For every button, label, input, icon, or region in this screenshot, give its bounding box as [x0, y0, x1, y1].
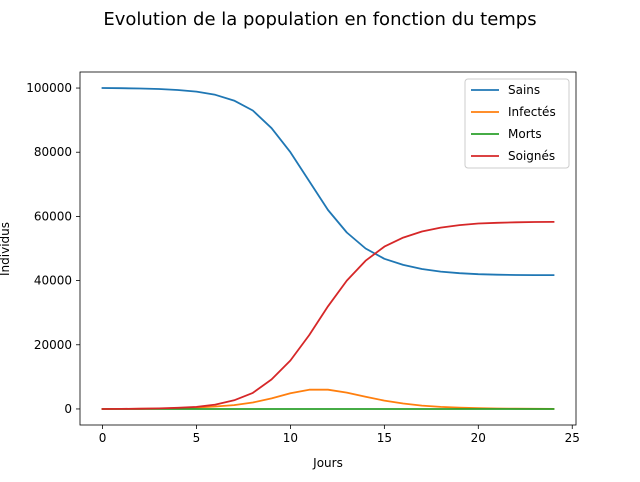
x-tick-label: 25 — [565, 431, 580, 445]
x-axis: 0 5 10 15 20 25 — [99, 425, 580, 445]
legend: Sains Infectés Morts Soignés — [464, 78, 570, 169]
legend-label-sains: Sains — [508, 83, 540, 97]
legend-box — [464, 78, 570, 169]
legend-label-infectes: Infectés — [508, 105, 556, 119]
y-tick-label: 80000 — [34, 145, 72, 159]
y-axis-label: Individus — [0, 222, 12, 276]
series-line-infectes — [101, 388, 555, 410]
x-tick-label: 15 — [377, 431, 392, 445]
series-line-soignes — [101, 220, 555, 410]
x-tick-label: 10 — [283, 431, 298, 445]
x-tick-label: 5 — [193, 431, 201, 445]
y-axis: 0 20000 40000 60000 80000 100000 — [26, 81, 80, 416]
series-line-sains — [101, 87, 555, 277]
legend-label-morts: Morts — [508, 127, 542, 141]
plot-content — [101, 87, 555, 410]
y-tick-label: 40000 — [34, 274, 72, 288]
chart-title: Evolution de la population en fonction d… — [103, 9, 536, 30]
y-tick-label: 60000 — [34, 209, 72, 223]
plot-frame — [79, 71, 577, 426]
x-tick-label: 0 — [99, 431, 107, 445]
y-tick-label: 100000 — [26, 81, 72, 95]
y-tick-label: 20000 — [34, 338, 72, 352]
y-tick-label: 0 — [64, 402, 72, 416]
legend-label-soignes: Soignés — [508, 149, 555, 163]
x-tick-label: 20 — [471, 431, 486, 445]
x-axis-label: Jours — [312, 456, 343, 470]
